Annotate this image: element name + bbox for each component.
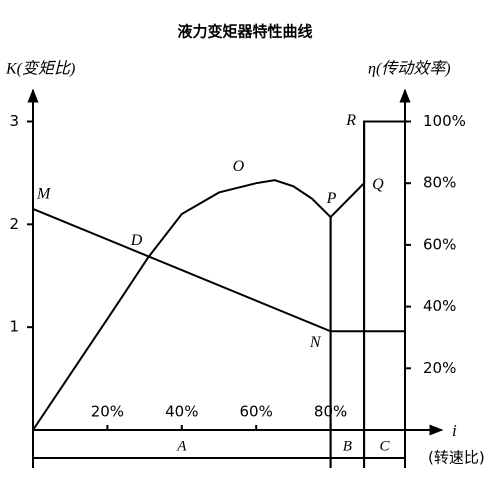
- region-label: A: [176, 438, 187, 454]
- y2-tick-label: 20%: [423, 359, 456, 377]
- y-tick-label: 1: [9, 318, 19, 336]
- x-tick-label: 60%: [240, 403, 273, 421]
- x-tick-label: 20%: [91, 403, 124, 421]
- y2-axis-label: η(传动效率): [368, 60, 451, 78]
- region-label: C: [380, 438, 391, 454]
- x-tick-label: 40%: [165, 403, 198, 421]
- line-series: [32, 207, 405, 333]
- region-label: B: [343, 438, 352, 454]
- y2-tick-label: 40%: [423, 297, 456, 315]
- y-tick-label: 3: [9, 112, 19, 130]
- point-label: P: [326, 190, 337, 207]
- x-axis-label-2: (转速比): [428, 449, 485, 467]
- point-label: Q: [372, 176, 384, 193]
- chart-title: 液力变矩器特性曲线: [177, 23, 312, 41]
- y-tick-label: 2: [9, 215, 19, 233]
- point-label: N: [309, 334, 322, 351]
- y2-tick-label: 80%: [423, 174, 456, 192]
- x-axis-label: i: [452, 421, 457, 440]
- y2-tick-label: 100%: [423, 112, 466, 130]
- point-label: M: [36, 186, 52, 203]
- line-series: [32, 120, 405, 431]
- point-label: R: [345, 112, 356, 129]
- y2-tick-label: 60%: [423, 235, 456, 253]
- point-label: O: [233, 158, 245, 175]
- point-label: D: [130, 232, 143, 249]
- y-axis-label: K(变矩比): [5, 60, 75, 78]
